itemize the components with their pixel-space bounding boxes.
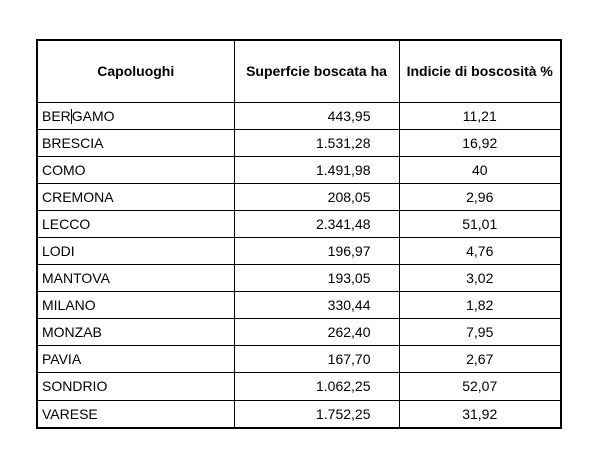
area-cell[interactable]: 1.491,98: [233, 155, 400, 184]
forest-coverage-table: Capoluoghi Superfcie boscata ha Indicie …: [36, 39, 562, 429]
table-row: VARESE 1.752,25 31,92: [36, 399, 562, 429]
index-cell[interactable]: 7,95: [398, 318, 562, 347]
index-cell[interactable]: 16,92: [398, 128, 562, 157]
area-cell[interactable]: 262,40: [233, 318, 400, 347]
area-cell[interactable]: 2.341,48: [233, 209, 400, 238]
index-cell[interactable]: 2,67: [398, 345, 562, 374]
city-cell[interactable]: VARESE: [36, 399, 235, 429]
area-cell[interactable]: 193,05: [233, 264, 400, 293]
index-cell[interactable]: 52,07: [398, 372, 562, 401]
city-cell[interactable]: MANTOVA: [36, 264, 235, 293]
area-cell[interactable]: 167,70: [233, 345, 400, 374]
index-cell[interactable]: 4,76: [398, 236, 562, 266]
index-cell[interactable]: 31,92: [398, 399, 562, 429]
city-label-suffix: GAMO: [71, 107, 115, 124]
area-cell[interactable]: 443,95: [233, 101, 400, 130]
table-row: PAVIA 167,70 2,67: [36, 345, 562, 374]
table-row: CREMONA 208,05 2,96: [36, 182, 562, 211]
column-header-superficie-boscata[interactable]: Superfcie boscata ha: [233, 39, 400, 103]
index-cell[interactable]: 3,02: [398, 264, 562, 293]
city-cell[interactable]: MILANO: [36, 291, 235, 320]
city-cell[interactable]: MONZAB: [36, 318, 235, 347]
area-cell[interactable]: 1.531,28: [233, 128, 400, 157]
area-cell[interactable]: 1.752,25: [233, 399, 400, 429]
table-row: BERGAMO 443,95 11,21: [36, 101, 562, 130]
table-row: MONZAB 262,40 7,95: [36, 318, 562, 347]
column-header-capoluoghi[interactable]: Capoluoghi: [36, 39, 235, 103]
city-cell[interactable]: BERGAMO: [36, 101, 235, 130]
city-cell[interactable]: CREMONA: [36, 182, 235, 211]
city-cell[interactable]: LODI: [36, 236, 235, 266]
index-cell[interactable]: 40: [398, 155, 562, 184]
city-cell[interactable]: BRESCIA: [36, 128, 235, 157]
header-row: Capoluoghi Superfcie boscata ha Indicie …: [36, 39, 562, 103]
text-caret: [70, 108, 72, 124]
table-row: BRESCIA 1.531,28 16,92: [36, 128, 562, 157]
table-row: LECCO 2.341,48 51,01: [36, 209, 562, 238]
city-cell[interactable]: SONDRIO: [36, 372, 235, 401]
index-cell[interactable]: 51,01: [398, 209, 562, 238]
index-cell[interactable]: 2,96: [398, 182, 562, 211]
area-cell[interactable]: 1.062,25: [233, 372, 400, 401]
table-row: LODI 196,97 4,76: [36, 236, 562, 266]
area-cell[interactable]: 208,05: [233, 182, 400, 211]
index-cell[interactable]: 11,21: [398, 101, 562, 130]
table-row: MANTOVA 193,05 3,02: [36, 264, 562, 293]
city-cell[interactable]: LECCO: [36, 209, 235, 238]
index-cell[interactable]: 1,82: [398, 291, 562, 320]
table-row: MILANO 330,44 1,82: [36, 291, 562, 320]
area-cell[interactable]: 196,97: [233, 236, 400, 266]
city-label-prefix: BER: [42, 107, 71, 124]
table-row: COMO 1.491,98 40: [36, 155, 562, 184]
city-cell[interactable]: COMO: [36, 155, 235, 184]
city-cell[interactable]: PAVIA: [36, 345, 235, 374]
area-cell[interactable]: 330,44: [233, 291, 400, 320]
column-header-indice-boscosita[interactable]: Indicie di boscosità %: [398, 39, 562, 103]
table-row: SONDRIO 1.062,25 52,07: [36, 372, 562, 401]
